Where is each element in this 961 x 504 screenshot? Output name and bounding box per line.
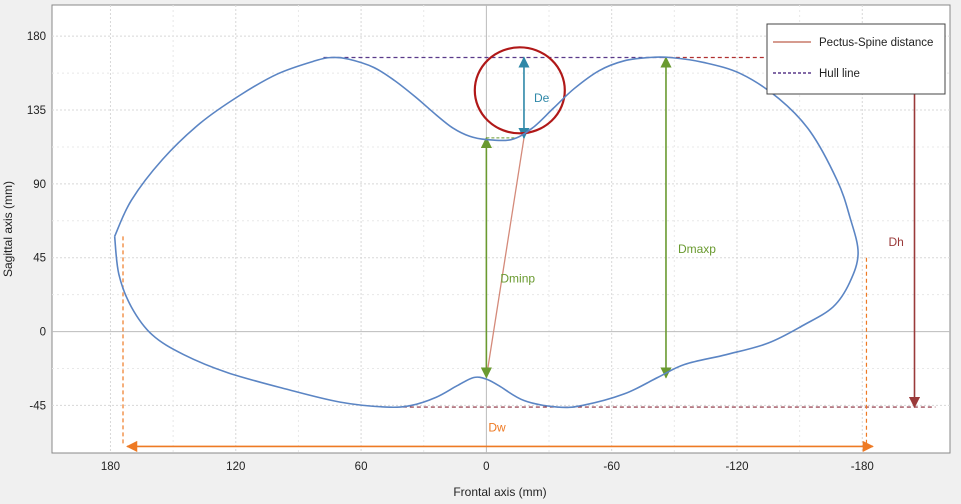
- pectus-spine-line: [485, 137, 525, 378]
- legend: Pectus-Spine distance Hull line: [766, 23, 946, 95]
- x-tick-label: 120: [226, 461, 245, 473]
- y-tick-label: 180: [27, 31, 46, 43]
- y-tick-label: 45: [33, 253, 46, 265]
- dh-label: Dh: [888, 235, 903, 249]
- de-label: De: [534, 91, 550, 105]
- tick-labels: 180 120 60 0 -60 -120 -180 180 135 90 45 0 -45: [27, 31, 874, 473]
- dw-label: Dw: [488, 421, 506, 435]
- de-highlight-circle: [473, 46, 566, 135]
- thorax-contour-line: [113, 56, 859, 409]
- y-tick-label: 0: [40, 327, 46, 339]
- y-tick-label: 135: [27, 105, 46, 117]
- x-axis-label: Frontal axis (mm): [453, 485, 546, 499]
- y-tick-label: 90: [33, 179, 46, 191]
- legend-label-hull: Hull line: [819, 68, 860, 80]
- y-tick-label: -45: [29, 400, 46, 412]
- x-tick-label: 60: [355, 461, 368, 473]
- legend-box: [766, 23, 946, 95]
- annotation-labels: De Dminp Dmaxp Dh Dw: [488, 91, 903, 435]
- x-tick-label: -60: [603, 461, 620, 473]
- x-tick-label: -180: [851, 461, 874, 473]
- dminp-label: Dminp: [500, 271, 535, 285]
- x-tick-label: -120: [725, 461, 748, 473]
- x-tick-label: 180: [101, 461, 120, 473]
- y-axis-label: Sagittal axis (mm): [1, 181, 15, 277]
- grid-lines: [52, 5, 950, 453]
- annotations: [122, 46, 936, 453]
- series-layer: [113, 56, 859, 409]
- x-tick-label: 0: [483, 461, 489, 473]
- legend-label-pectus: Pectus-Spine distance: [819, 37, 933, 49]
- dmaxp-label: Dmaxp: [678, 242, 716, 256]
